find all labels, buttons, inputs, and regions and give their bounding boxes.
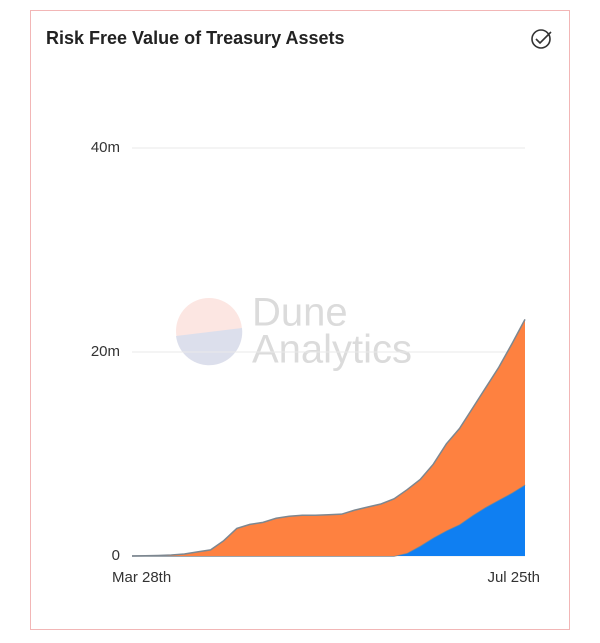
y-tick-label: 20m [91,343,120,360]
watermark-text: Analytics [252,328,412,372]
watermark: Dune Analytics [176,291,412,372]
watermark-text: Dune [252,291,348,335]
chart-title: Risk Free Value of Treasury Assets [46,28,345,48]
x-tick-label: Mar 28th [112,569,171,586]
area-outline [131,319,526,557]
area [132,319,525,556]
check-icon[interactable] [531,29,552,49]
area [132,484,525,556]
y-tick-label: 40m [91,139,120,156]
y-tick-label: 0 [112,547,120,564]
x-tick-label: Jul 25th [487,569,540,586]
